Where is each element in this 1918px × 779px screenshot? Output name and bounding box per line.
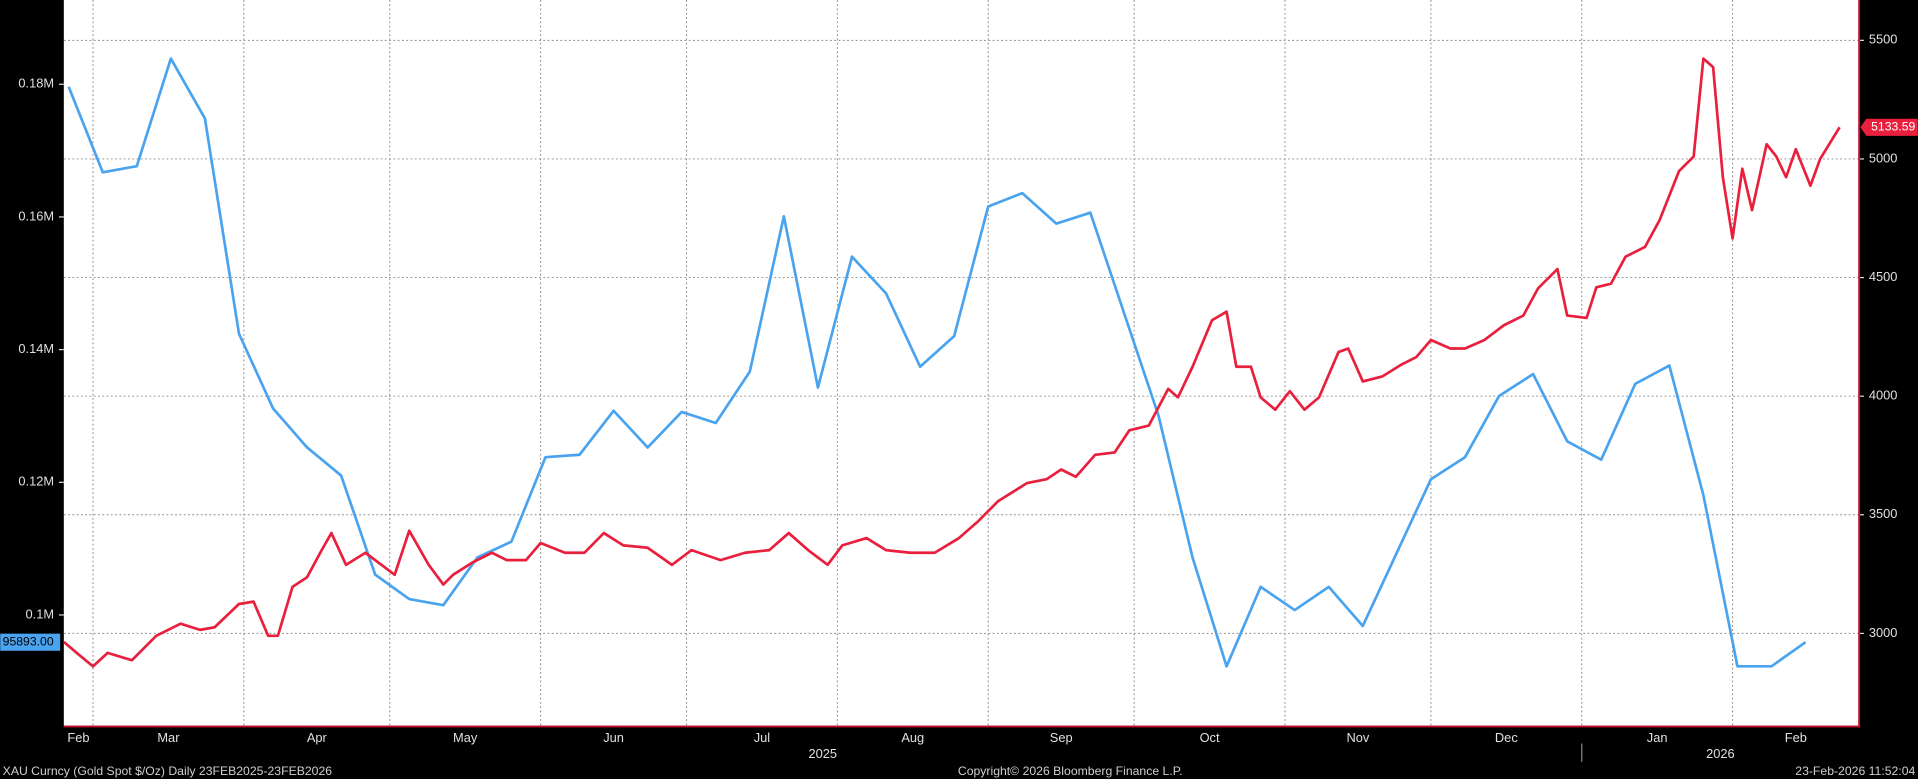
- y-tick-label: 0.18M: [18, 76, 54, 91]
- x-tick-label: Feb: [67, 730, 89, 745]
- y2-tick-label: 3500: [1869, 506, 1898, 521]
- y2-tick-label: 3000: [1869, 625, 1898, 640]
- last-value-label: 95893.00: [3, 634, 54, 648]
- x-tick-label: Feb: [1785, 730, 1807, 745]
- y2-tick-label: 4500: [1869, 269, 1898, 284]
- series-line: [62, 57, 1841, 668]
- x-tick-label: Oct: [1200, 730, 1220, 745]
- y-tick-label: 0.16M: [18, 208, 54, 223]
- footer-copyright: Copyright© 2026 Bloomberg Finance L.P.: [958, 764, 1183, 778]
- y-tick-label: 0.12M: [18, 474, 54, 489]
- x-tick-label: Nov: [1347, 730, 1370, 745]
- y2-tick-label: 5000: [1869, 150, 1898, 165]
- y2-tick-label: 4000: [1869, 388, 1898, 403]
- x-tick-label: Apr: [307, 730, 328, 745]
- last-value-flag: [0, 633, 61, 651]
- year-label: 2026: [1706, 746, 1735, 761]
- x-tick-label: Jun: [603, 730, 624, 745]
- x-tick-label: Mar: [157, 730, 180, 745]
- footer-timestamp: 23-Feb-2026 11:52:04: [1795, 764, 1915, 778]
- last-value-flag: [1860, 118, 1918, 136]
- y-tick-label: 0.14M: [18, 341, 54, 356]
- x-tick-label: Aug: [901, 730, 924, 745]
- year-label: 2025: [809, 746, 838, 761]
- y2-tick-label: 5500: [1869, 32, 1898, 47]
- x-tick-label: Sep: [1050, 730, 1073, 745]
- x-tick-label: Jan: [1647, 730, 1668, 745]
- x-tick-label: Jul: [754, 730, 770, 745]
- x-tick-label: May: [453, 730, 478, 745]
- plot-area: [63, 0, 1860, 727]
- x-tick-label: Dec: [1495, 730, 1518, 745]
- footer-source: XAU Curncy (Gold Spot $/Oz) Daily 23FEB2…: [3, 764, 333, 778]
- last-value-label: 5133.59: [1871, 119, 1915, 133]
- y-tick-label: 0.1M: [26, 606, 55, 621]
- series-line: [67, 57, 1807, 668]
